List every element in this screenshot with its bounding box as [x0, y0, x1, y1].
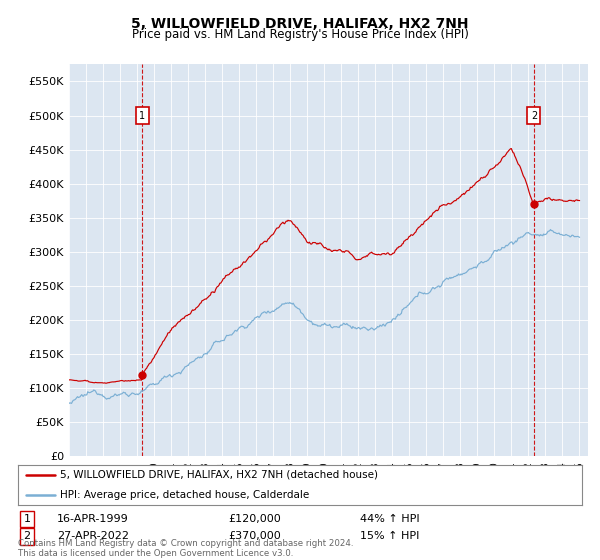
Text: 5, WILLOWFIELD DRIVE, HALIFAX, HX2 7NH (detached house): 5, WILLOWFIELD DRIVE, HALIFAX, HX2 7NH (… [60, 470, 379, 480]
Text: £120,000: £120,000 [228, 514, 281, 524]
Text: 5, WILLOWFIELD DRIVE, HALIFAX, HX2 7NH: 5, WILLOWFIELD DRIVE, HALIFAX, HX2 7NH [131, 17, 469, 31]
Text: Price paid vs. HM Land Registry's House Price Index (HPI): Price paid vs. HM Land Registry's House … [131, 28, 469, 41]
Text: 1: 1 [139, 110, 145, 120]
Text: 2: 2 [23, 531, 31, 542]
Text: 44% ↑ HPI: 44% ↑ HPI [360, 514, 419, 524]
Text: 27-APR-2022: 27-APR-2022 [57, 531, 129, 542]
Text: 1: 1 [23, 514, 31, 524]
Text: 16-APR-1999: 16-APR-1999 [57, 514, 129, 524]
Text: £370,000: £370,000 [228, 531, 281, 542]
Text: HPI: Average price, detached house, Calderdale: HPI: Average price, detached house, Cald… [60, 490, 310, 500]
Text: 2: 2 [531, 110, 537, 120]
Text: Contains HM Land Registry data © Crown copyright and database right 2024.
This d: Contains HM Land Registry data © Crown c… [18, 539, 353, 558]
Text: 15% ↑ HPI: 15% ↑ HPI [360, 531, 419, 542]
